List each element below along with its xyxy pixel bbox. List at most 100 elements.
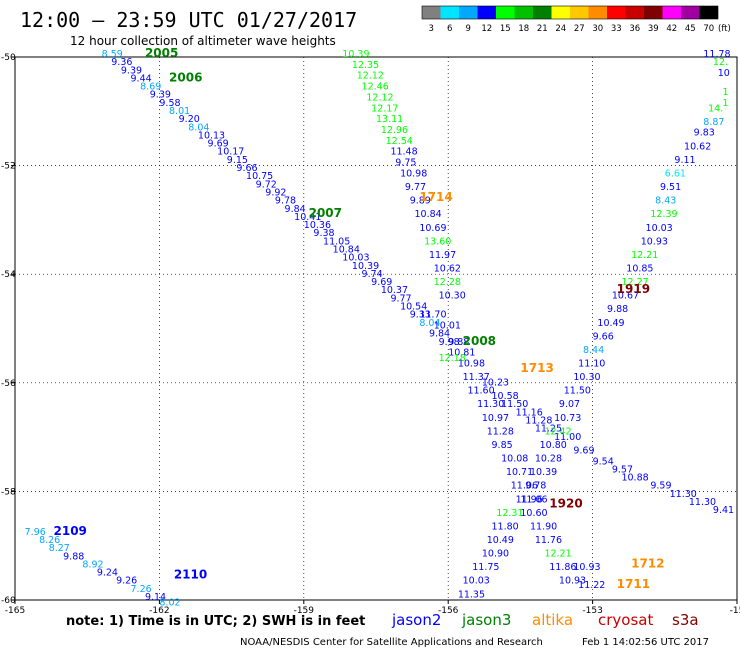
swh-value: 8.02 bbox=[159, 597, 180, 608]
swh-value: 10.60 bbox=[520, 508, 547, 519]
swh-value: 10.67 bbox=[612, 291, 639, 302]
lon-tick-label: -159 bbox=[294, 606, 315, 616]
footer-timestamp: Feb 1 14:02:56 UTC 2017 bbox=[582, 637, 709, 648]
swh-value: 11.50 bbox=[501, 399, 528, 410]
swh-value: 11.00 bbox=[554, 432, 581, 443]
swh-value: 11.97 bbox=[429, 250, 456, 261]
lon-tick-label: -153 bbox=[582, 606, 602, 616]
swh-value: 10.01 bbox=[434, 321, 461, 332]
swh-value: 10.36 bbox=[304, 220, 331, 231]
swh-value: 10.62 bbox=[434, 263, 461, 274]
legend-swatch-3 bbox=[422, 6, 441, 19]
swh-value: 11.76 bbox=[535, 535, 562, 546]
swh-value: 9.58 bbox=[159, 98, 180, 109]
swh-value: 10.93 bbox=[641, 236, 668, 247]
swh-value: 11.30 bbox=[477, 399, 504, 410]
swh-value: 9.69 bbox=[208, 139, 229, 150]
swh-value: 10.62 bbox=[684, 141, 711, 152]
swh-value: 10.03 bbox=[646, 223, 673, 234]
swh-value: 9.69 bbox=[371, 277, 392, 288]
swh-value: 11.28 bbox=[525, 416, 552, 427]
swh-value: 6.61 bbox=[665, 168, 686, 179]
swh-value: 10.28 bbox=[535, 454, 562, 465]
legend-label: 3 bbox=[429, 24, 434, 34]
swh-value: 8.87 bbox=[703, 117, 724, 128]
swh-value: 10.71 bbox=[506, 467, 533, 478]
swh-value: 9.78 bbox=[525, 481, 546, 492]
swh-value: 11.30 bbox=[670, 489, 697, 500]
legend-swatch-39 bbox=[644, 6, 663, 19]
latitude-axis: -50 -52 -54 -56 -58 -60 bbox=[1, 53, 16, 606]
swh-value: 12.96 bbox=[381, 125, 408, 136]
swh-value: 11.06 bbox=[520, 494, 547, 505]
swh-value: 10.85 bbox=[626, 263, 653, 274]
swh-value: 10.81 bbox=[448, 348, 475, 359]
swh-value: 8.43 bbox=[655, 196, 676, 207]
legend-label: 30 bbox=[592, 24, 603, 34]
track-1713: 11.6011.3010.9711.289.8510.0810.7111.061… bbox=[458, 361, 554, 600]
pass-time-label: 1713 bbox=[520, 361, 553, 375]
legend-swatch-24 bbox=[551, 6, 570, 19]
pass-time-label: 1711 bbox=[617, 577, 650, 591]
legend-unit: (ft) bbox=[718, 24, 731, 34]
lon-tick-label: -162 bbox=[149, 606, 169, 616]
swh-value: 10.39 bbox=[530, 467, 557, 478]
swh-value: 11.30 bbox=[689, 497, 716, 508]
swh-value: 9.66 bbox=[236, 163, 257, 174]
swh-value: 11.25 bbox=[535, 424, 562, 435]
swh-value: 9.11 bbox=[674, 155, 695, 166]
track-2005-2008: 8.599.369.399.448.699.399.588.019.208.04… bbox=[102, 46, 734, 516]
legend-label: 36 bbox=[629, 24, 640, 34]
swh-value: 11.78 bbox=[703, 49, 730, 60]
legend-label: 6 bbox=[447, 24, 452, 34]
swh-value: 12. bbox=[713, 57, 728, 68]
swh-value: 9.88 bbox=[607, 304, 628, 315]
swh-value: 11.90 bbox=[530, 521, 557, 532]
swh-value: 10.23 bbox=[482, 378, 509, 389]
swh-value: 8.26 bbox=[39, 535, 60, 546]
swh-value: 8.69 bbox=[140, 82, 161, 93]
lon-tick-label: -156 bbox=[438, 606, 459, 616]
swh-value: 9.77 bbox=[405, 182, 426, 193]
legend-swatch-27 bbox=[570, 6, 589, 19]
swh-value: 11.06 bbox=[511, 481, 538, 492]
swh-value: 9.92 bbox=[265, 187, 286, 198]
swh-value: 10.84 bbox=[415, 209, 442, 220]
swh-value: 11.05 bbox=[323, 236, 350, 247]
legend-label: 12 bbox=[481, 24, 492, 34]
legend-swatch-70 bbox=[699, 6, 718, 19]
footer-note: note: 1) Time is in UTC; 2) SWH is in fe… bbox=[66, 614, 365, 629]
swh-value: 10.08 bbox=[501, 454, 528, 465]
swh-value: 12.46 bbox=[362, 82, 389, 93]
legend-label: 27 bbox=[574, 24, 585, 34]
swh-value: 10.93 bbox=[573, 562, 600, 573]
swh-value: 9.69 bbox=[573, 445, 594, 456]
swh-value: 9.07 bbox=[559, 399, 580, 410]
swh-value: 11.16 bbox=[516, 407, 543, 418]
lat-tick-label: -56 bbox=[1, 379, 16, 389]
mission-jason3: jason3 bbox=[461, 611, 511, 629]
swh-value: 10.54 bbox=[400, 301, 427, 312]
legend-label: 24 bbox=[555, 24, 566, 34]
pass-time-label: 2005 bbox=[145, 46, 178, 60]
swh-value: 10.30 bbox=[439, 291, 466, 302]
swh-value: 11.28 bbox=[487, 426, 514, 437]
swh-value: 9.78 bbox=[275, 196, 296, 207]
mission-legend: jason2 jason3 altika cryosat s3a bbox=[391, 611, 699, 629]
swh-value: 10.30 bbox=[573, 372, 600, 383]
swh-value: 9.84 bbox=[429, 329, 450, 340]
pass-time-label: 2008 bbox=[463, 334, 496, 348]
lat-tick-label: -60 bbox=[1, 596, 16, 606]
pass-time-label: 1919 bbox=[617, 282, 650, 296]
swh-value: 9.39 bbox=[121, 65, 142, 76]
legend-swatch-45 bbox=[681, 6, 700, 19]
swh-value: 11.35 bbox=[458, 589, 485, 600]
lon-tick-label: -15 bbox=[730, 606, 740, 616]
pass-time-label: 2006 bbox=[169, 70, 202, 84]
swh-value: 1 bbox=[723, 87, 729, 98]
legend-label: 21 bbox=[537, 24, 548, 34]
swh-value: 9.88 bbox=[63, 551, 84, 562]
swh-value: 11.80 bbox=[492, 521, 519, 532]
swh-value: 12.21 bbox=[544, 549, 571, 560]
